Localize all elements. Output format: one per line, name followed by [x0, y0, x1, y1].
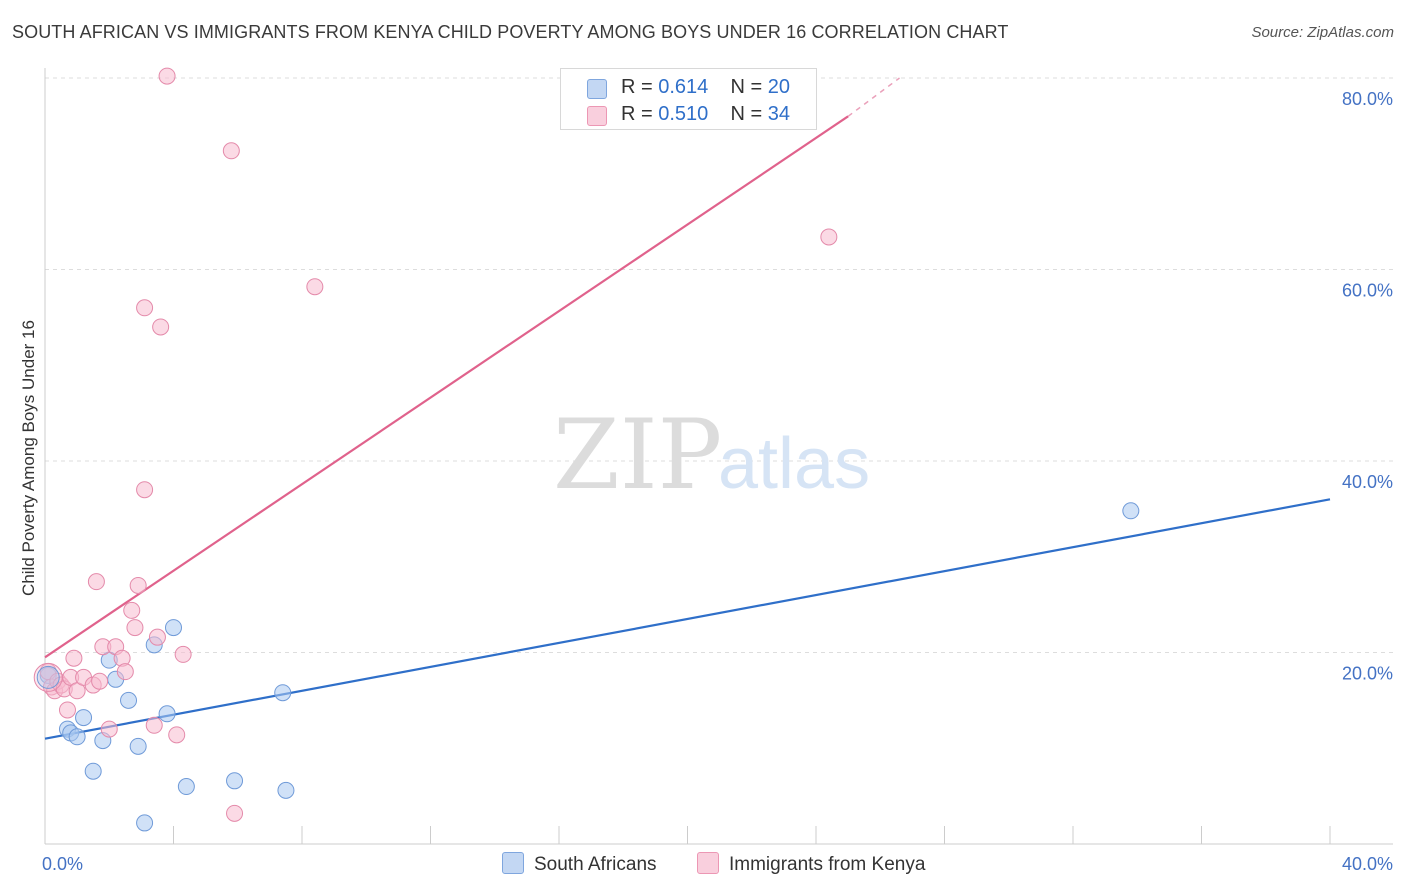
kenya-point [306, 278, 324, 296]
kenya-point [145, 716, 163, 734]
kenya-point [116, 663, 134, 681]
point-layer [33, 67, 1140, 832]
kenya-point [136, 299, 154, 317]
south-africans-point [165, 619, 182, 637]
n-label: N = [730, 76, 768, 98]
south-africans-point [36, 665, 60, 689]
south-africans-point [158, 705, 176, 723]
y-tick-label: 20.0% [1342, 664, 1393, 684]
kenya-trendline-extension [847, 77, 900, 117]
legend-item-kenya: Immigrants from Kenya [697, 852, 925, 876]
source-credit: Source: ZipAtlas.com [1251, 24, 1394, 41]
chart-title: SOUTH AFRICAN VS IMMIGRANTS FROM KENYA C… [12, 22, 1009, 42]
kenya-point [100, 720, 118, 738]
r-label: R = [621, 103, 659, 125]
kenya-point [65, 649, 83, 667]
kenya-point [33, 662, 63, 692]
n-value: 34 [767, 103, 791, 125]
kenya-point [820, 228, 838, 246]
r-value: 0.510 [658, 103, 709, 125]
r-label: R = [621, 76, 659, 98]
kenya-point [136, 481, 154, 499]
n-value: 20 [767, 76, 791, 98]
legend-label: South Africans [534, 854, 657, 875]
kenya-trendline [44, 115, 849, 659]
kenya-point [226, 804, 244, 822]
south-africans-trendline [44, 498, 1331, 740]
kenya-point [152, 318, 170, 336]
south-africans-point [75, 709, 93, 727]
stats-text: R = 0.510 N = 34 [621, 103, 790, 126]
south-africans-point [129, 737, 147, 755]
kenya-point [58, 701, 76, 719]
y-tick-label: 40.0% [1342, 472, 1393, 492]
south-africans-point [226, 772, 244, 790]
watermark-zip: ZIP [553, 399, 722, 511]
x-tick-label: 40.0% [1342, 854, 1393, 874]
grid-layer [45, 77, 1393, 653]
kenya-point [174, 645, 192, 663]
kenya-point [168, 726, 186, 744]
kenya-point [126, 619, 144, 637]
stats-legend: R = 0.614 N = 20 R = 0.510 N = 34 [560, 68, 817, 130]
watermark: ZIP atlas [553, 399, 870, 511]
y-tick-label: 60.0% [1342, 281, 1393, 301]
south-africans-point [84, 762, 102, 780]
kenya-point [87, 573, 105, 591]
x-tick-label: 0.0% [42, 854, 83, 874]
y-tick-label: 80.0% [1342, 89, 1393, 109]
south-africans-point [1122, 502, 1140, 520]
south-africans-point [177, 778, 195, 796]
kenya-point [158, 67, 176, 85]
south-africans-point [120, 691, 138, 709]
watermark-atlas: atlas [718, 424, 870, 504]
south-africans-point [277, 781, 295, 799]
y-axis-label: Child Poverty Among Boys Under 16 [19, 320, 38, 596]
n-label: N = [730, 103, 768, 125]
kenya-point [129, 576, 147, 594]
kenya-point [123, 601, 141, 619]
stats-text: R = 0.614 N = 20 [621, 76, 790, 99]
south-africans-swatch [587, 79, 607, 99]
trend-layer [44, 77, 1331, 740]
legend-label: Immigrants from Kenya [729, 854, 926, 875]
south-africans-point [136, 814, 154, 832]
south-africans-point [274, 684, 292, 702]
kenya-legend-swatch [697, 852, 719, 874]
south-africans-point [68, 728, 86, 746]
south-africans-legend-swatch [502, 852, 524, 874]
axis-layer: 20.0% 40.0% 60.0% 80.0% 0.0% 40.0% [42, 68, 1393, 874]
r-value: 0.614 [658, 76, 709, 98]
kenya-point [91, 672, 109, 690]
kenya-swatch [587, 106, 607, 126]
kenya-point [148, 628, 166, 646]
kenya-point [222, 142, 240, 160]
legend-item-south-africans: South Africans [502, 852, 657, 876]
